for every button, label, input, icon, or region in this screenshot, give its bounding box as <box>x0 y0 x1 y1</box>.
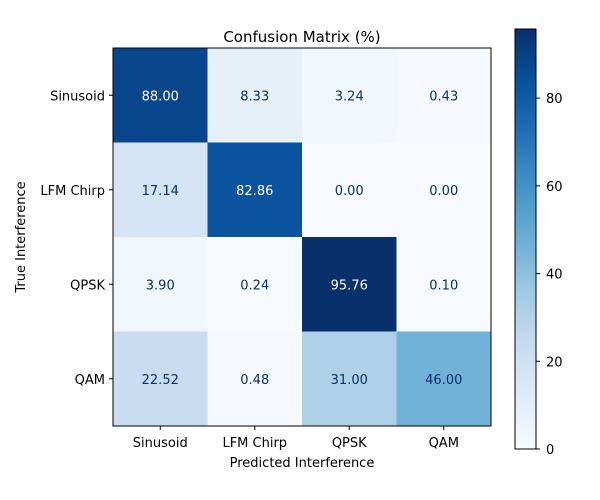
heatmap-cell-value: 31.00 <box>331 373 368 388</box>
heatmap-cell-value: 0.00 <box>429 184 458 199</box>
heatmap-cell-value: 3.24 <box>335 89 364 104</box>
heatmap-cell <box>396 331 492 427</box>
colorbar-ticks: 0 20 40 60 80 <box>536 92 563 458</box>
heatmap-cell <box>396 48 492 143</box>
heatmap-cell-value: 82.86 <box>236 184 273 199</box>
heatmap-cell <box>302 48 397 143</box>
x-axis: Sinusoid LFM Chirp QPSK QAM <box>133 426 459 451</box>
x-tick-label: QPSK <box>332 436 367 451</box>
heatmap-cell-value: 0.48 <box>240 373 269 388</box>
colorbar-tick-label: 80 <box>546 92 563 107</box>
chart-title: Confusion Matrix (%) <box>223 28 380 46</box>
heatmap-cell <box>302 142 397 238</box>
heatmap-cell <box>207 237 303 332</box>
heatmap-cell <box>396 237 492 332</box>
heatmap-cell <box>207 48 303 143</box>
heatmap-cell <box>396 142 492 238</box>
heatmap-cell-value: 17.14 <box>142 184 179 199</box>
heatmap-cell-value: 0.43 <box>429 89 458 104</box>
heatmap-cells <box>113 48 492 427</box>
heatmap-cell-value: 88.00 <box>142 89 179 104</box>
y-tick-label: QPSK <box>70 278 105 293</box>
x-axis-label: Predicted Interference <box>230 456 375 471</box>
x-tick-label: QAM <box>429 436 459 451</box>
heatmap-cell <box>302 331 397 427</box>
heatmap-cell <box>113 237 208 332</box>
y-axis-label: True Interference <box>14 181 29 293</box>
heatmap-cell-value: 46.00 <box>425 373 462 388</box>
heatmap-cell-value: 0.10 <box>429 278 458 293</box>
y-tick-label: QAM <box>75 373 105 388</box>
y-tick-label: Sinusoid <box>50 89 105 104</box>
heatmap-cell-value: 0.24 <box>240 278 269 293</box>
heatmap-cell <box>113 331 208 427</box>
colorbar-tick-label: 0 <box>546 443 554 458</box>
heatmap-cell-value: 3.90 <box>146 278 175 293</box>
colorbar-tick-label: 60 <box>546 180 563 195</box>
heatmap-cell-value: 8.33 <box>240 89 269 104</box>
heatmap-cell <box>113 48 208 143</box>
colorbar-tick-label: 40 <box>546 268 563 283</box>
heatmap-cell-labels: 88.00 8.33 3.24 0.43 17.14 82.86 0.00 0.00 3.90 0… <box>142 89 463 388</box>
heatmap-cell-value: 22.52 <box>142 373 179 388</box>
heatmap-cell <box>207 142 303 238</box>
colorbar-tick-label: 20 <box>546 355 563 370</box>
y-tick-label: LFM Chirp <box>40 184 105 199</box>
y-axis: Sinusoid LFM Chirp QPSK QAM <box>40 89 113 388</box>
colorbar <box>514 28 537 450</box>
heatmap-cell-value: 95.76 <box>331 278 368 293</box>
x-tick-label: Sinusoid <box>133 436 188 451</box>
heatmap-cell <box>113 142 208 238</box>
heatmap-cell-value: 0.00 <box>335 184 364 199</box>
plot-frame <box>112 47 492 427</box>
x-tick-label: LFM Chirp <box>222 436 287 451</box>
heatmap-cell <box>302 237 397 332</box>
heatmap-cell <box>207 331 303 427</box>
